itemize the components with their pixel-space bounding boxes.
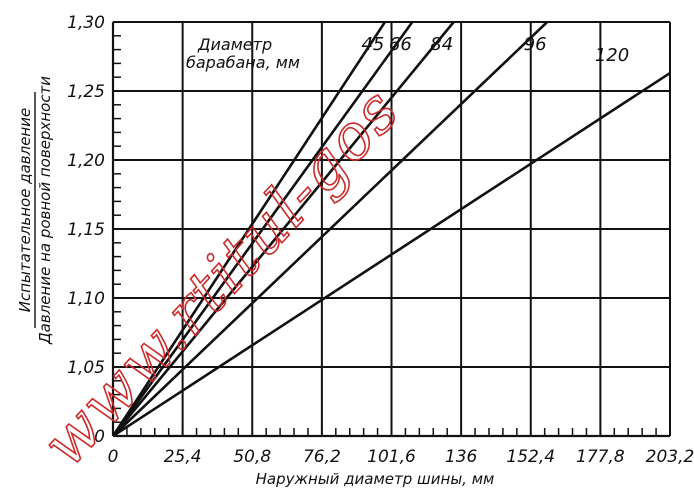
x-tick-label: 152,4 [506,447,555,467]
series-line-96 [112,21,549,437]
y-tick-label: 1,05 [67,358,105,378]
x-tick-label: 0 [108,447,119,467]
legend-title-line1: Диаметр [197,35,272,54]
series-label-120: 120 [595,45,629,66]
x-tick-label: 101,6 [367,447,416,467]
series-line-84 [111,21,455,437]
x-tick-label: 203,2 [646,447,694,467]
series-label-66: 66 [389,34,412,55]
y-tick-label: 0 [94,427,105,447]
y-axis-title-numerator: Испытательное давление [16,108,34,312]
x-tick-label: 76,2 [303,447,341,467]
series-line-45 [111,21,387,437]
series-label-84: 84 [430,34,453,55]
tick-labels: 0 25,4 50,8 76,2 101,6 136 152,4 177,8 203,2 0 1,0… [67,13,694,467]
y-tick-label: 1,15 [67,220,105,240]
x-tick-label: 136 [445,447,478,467]
series [111,21,671,438]
x-tick-label: 177,8 [576,447,625,467]
series-line-120 [112,71,671,438]
legend-title-line2: барабана, мм [186,53,300,72]
y-axis-title-denominator: Давление на ровной поверхности [36,76,54,345]
y-tick-label: 1,20 [67,151,105,171]
y-axis-title: Испытательное давление Давление на ровно… [16,76,54,345]
x-axis-title: Наружный диаметр шины, мм [256,470,495,488]
y-tick-label: 1,25 [67,82,105,102]
curve-labels: 45 66 84 96 120 [361,34,629,66]
y-tick-label: 1,30 [67,13,105,33]
series-line-66 [111,21,414,437]
axes [111,22,670,438]
series-label-45: 45 [361,34,384,55]
grid [113,21,671,436]
minor-ticks [113,35,657,436]
x-tick-label: 25,4 [164,447,202,467]
y-tick-label: 1,10 [67,289,105,309]
series-label-96: 96 [524,34,547,55]
x-tick-label: 50,8 [233,447,271,467]
